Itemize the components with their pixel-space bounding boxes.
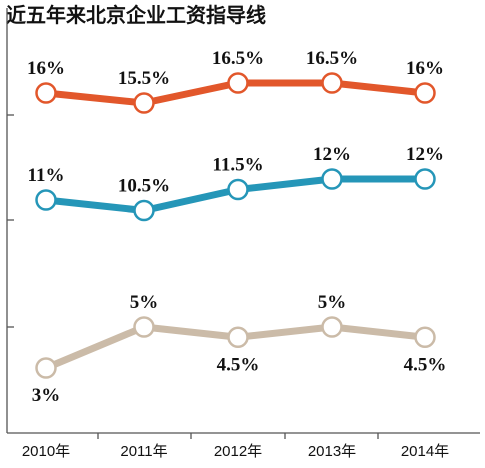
data-label: 15.5%: [118, 68, 170, 89]
data-label: 11.5%: [212, 155, 263, 176]
data-label: 12%: [406, 144, 444, 165]
data-point: [35, 189, 57, 211]
data-label: 10.5%: [118, 176, 170, 197]
data-point: [35, 357, 57, 379]
data-label: 16%: [406, 58, 444, 79]
data-label: 16.5%: [306, 48, 358, 69]
x-tick-label: 2014年: [401, 443, 449, 460]
chart-title: 近五年来北京企业工资指导线: [6, 3, 266, 27]
data-labels: 16% 15.5% 16.5% 16.5% 16% 11% 10.5% 11.5% 12% 12%…: [27, 48, 446, 406]
data-label: 5%: [130, 292, 159, 313]
data-point: [414, 168, 436, 190]
data-label: 4.5%: [217, 354, 260, 375]
data-label: 4.5%: [404, 354, 447, 375]
x-tick-label: 2010年: [22, 443, 70, 460]
data-point: [321, 316, 343, 338]
data-label: 16.5%: [212, 48, 264, 69]
x-tick-label: 2013年: [308, 443, 356, 460]
x-axis-ticks: 2010年 2011年 2012年 2013年 2014年: [22, 443, 449, 460]
data-point: [133, 92, 155, 114]
x-tick-label: 2012年: [214, 443, 262, 460]
data-point: [35, 82, 57, 104]
data-point: [321, 72, 343, 94]
data-label: 3%: [32, 385, 61, 406]
data-point: [414, 82, 436, 104]
data-point: [133, 316, 155, 338]
data-label: 5%: [318, 292, 347, 313]
axes: [6, 8, 480, 439]
series-layer: [35, 72, 436, 379]
data-point: [321, 168, 343, 190]
data-label: 12%: [313, 144, 351, 165]
data-point: [414, 326, 436, 348]
data-point: [133, 199, 155, 222]
data-point: [227, 72, 249, 94]
data-point: [227, 178, 249, 201]
data-label: 11%: [28, 165, 65, 186]
data-point: [227, 326, 249, 348]
data-label: 16%: [27, 58, 65, 79]
x-tick-label: 2011年: [120, 443, 167, 460]
